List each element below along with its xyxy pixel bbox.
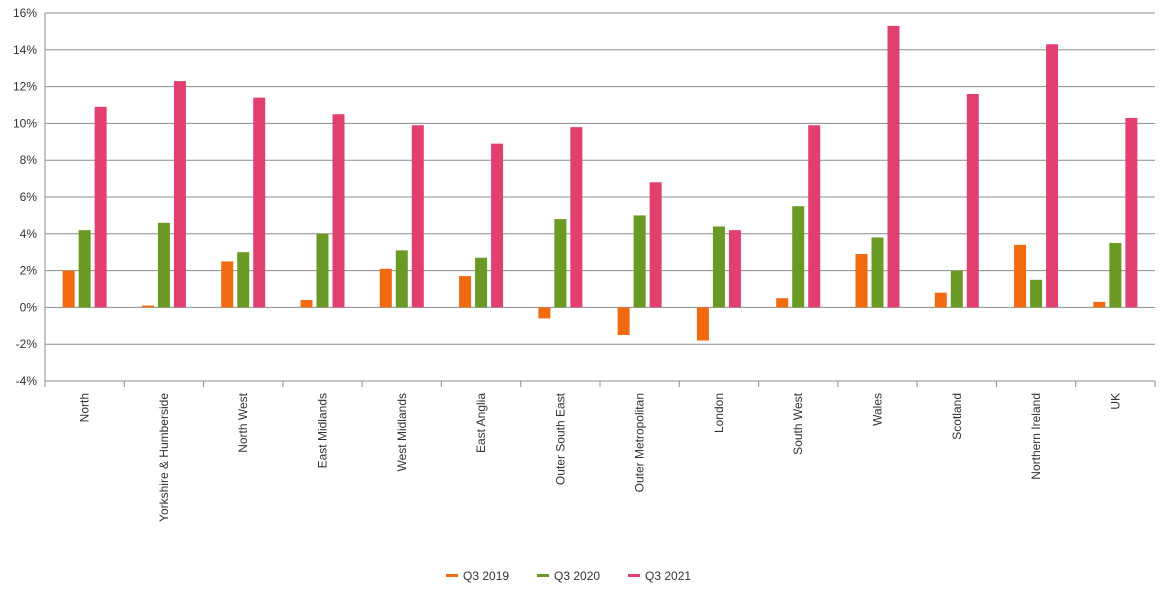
x-tick-label: West Midlands bbox=[395, 393, 409, 471]
bar-q3-2019 bbox=[617, 307, 630, 335]
bar-q3-2021 bbox=[253, 97, 266, 308]
bar-q3-2020 bbox=[237, 252, 250, 308]
bar-q3-2019 bbox=[300, 300, 313, 308]
bar-q3-2020 bbox=[554, 219, 567, 308]
bar-q3-2020 bbox=[395, 250, 408, 308]
x-tick-label: East Midlands bbox=[316, 393, 330, 468]
bar-q3-2019 bbox=[379, 268, 392, 308]
bar-q3-2019 bbox=[459, 276, 472, 308]
bar-q3-2020 bbox=[792, 206, 805, 308]
bar-q3-2021 bbox=[1046, 44, 1059, 308]
y-tick-label: 10% bbox=[13, 116, 37, 130]
y-tick-label: 0% bbox=[20, 300, 38, 314]
x-tick-label: North West bbox=[236, 392, 250, 452]
bar-q3-2021 bbox=[332, 114, 345, 308]
bar-q3-2021 bbox=[649, 182, 662, 308]
x-tick-label: UK bbox=[1108, 393, 1122, 410]
legend-label: Q3 2020 bbox=[554, 569, 600, 583]
bar-q3-2021 bbox=[173, 81, 186, 308]
bar-q3-2020 bbox=[1109, 243, 1122, 308]
x-tick-label: Wales bbox=[871, 393, 885, 426]
bar-q3-2021 bbox=[411, 125, 424, 308]
bar-q3-2021 bbox=[808, 125, 821, 308]
x-tick-label: Yorkshire & Humberside bbox=[157, 393, 171, 522]
bar-q3-2020 bbox=[78, 230, 91, 308]
bar-q3-2019 bbox=[934, 292, 947, 308]
bar-q3-2021 bbox=[966, 93, 979, 308]
y-tick-label: 8% bbox=[20, 153, 38, 167]
y-tick-label: 14% bbox=[13, 43, 37, 57]
bar-q3-2019 bbox=[141, 305, 154, 308]
bar-q3-2019 bbox=[62, 270, 75, 308]
bar-q3-2019 bbox=[1093, 301, 1106, 308]
bar-q3-2019 bbox=[696, 307, 709, 341]
legend-label: Q3 2021 bbox=[645, 569, 691, 583]
bar-q3-2019 bbox=[855, 254, 868, 308]
bar-q3-2020 bbox=[475, 257, 488, 308]
bar-q3-2020 bbox=[633, 215, 646, 308]
bar-q3-2019 bbox=[538, 307, 551, 319]
bar-q3-2021 bbox=[94, 106, 107, 308]
bar-q3-2020 bbox=[871, 237, 884, 308]
bar-q3-2020 bbox=[950, 270, 963, 308]
legend-swatch bbox=[446, 574, 458, 577]
x-tick-label: Outer Metropolitan bbox=[633, 393, 647, 492]
bar-q3-2019 bbox=[1014, 244, 1027, 308]
bar-q3-2021 bbox=[887, 25, 900, 308]
y-tick-label: 12% bbox=[13, 80, 37, 94]
bar-q3-2019 bbox=[776, 298, 789, 308]
x-tick-label: North bbox=[78, 393, 92, 422]
bar-q3-2021 bbox=[1125, 117, 1138, 308]
bar-q3-2020 bbox=[1030, 279, 1043, 308]
y-tick-label: -4% bbox=[16, 374, 38, 388]
bar-q3-2021 bbox=[728, 230, 741, 308]
x-tick-label: Scotland bbox=[950, 393, 964, 440]
y-tick-label: 6% bbox=[20, 190, 38, 204]
y-tick-label: 4% bbox=[20, 227, 38, 241]
bar-q3-2021 bbox=[570, 127, 583, 308]
legend-label: Q3 2019 bbox=[463, 569, 509, 583]
bar-q3-2021 bbox=[491, 143, 504, 308]
y-tick-label: -2% bbox=[16, 337, 38, 351]
bar-q3-2020 bbox=[712, 226, 725, 308]
y-tick-label: 16% bbox=[13, 6, 37, 20]
x-tick-label: Northern Ireland bbox=[1029, 393, 1043, 480]
x-tick-label: Outer South East bbox=[553, 392, 567, 485]
bar-q3-2019 bbox=[221, 261, 234, 308]
x-tick-label: South West bbox=[791, 392, 805, 454]
legend-swatch bbox=[628, 574, 640, 577]
bar-q3-2020 bbox=[157, 222, 170, 308]
x-tick-label: East Anglia bbox=[474, 393, 488, 453]
x-tick-label: London bbox=[712, 393, 726, 433]
legend-swatch bbox=[537, 574, 549, 577]
bar-q3-2020 bbox=[316, 233, 329, 308]
y-tick-label: 2% bbox=[20, 264, 38, 278]
